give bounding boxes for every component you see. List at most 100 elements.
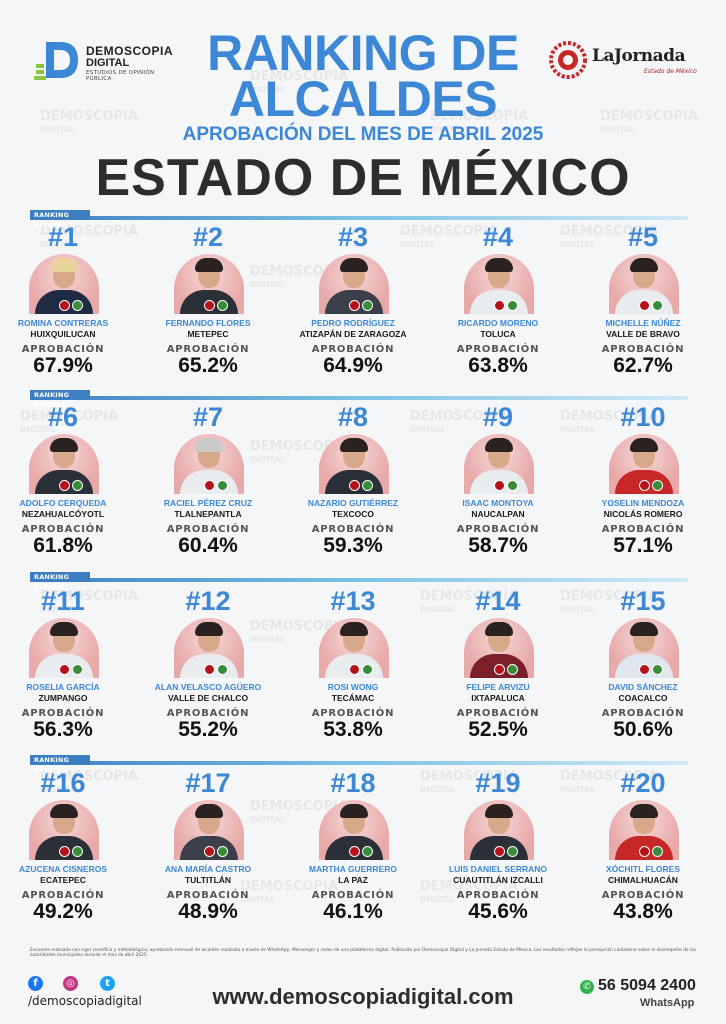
- approval-label: APROBACIÓN: [21, 344, 105, 355]
- mayor-photo: [319, 618, 389, 678]
- mayor-photo: [174, 254, 244, 314]
- rank-number: #11: [41, 586, 85, 616]
- section-band: RANKING ESTATAL: [30, 755, 688, 774]
- municipality-name: COACALCO: [618, 693, 668, 703]
- whatsapp-phone[interactable]: 56 5094 2400: [598, 977, 696, 994]
- rank-number: #1: [47, 222, 79, 252]
- whatsapp-label: WhatsApp: [640, 997, 695, 1009]
- state-heading: ESTADO DE MÉXICO: [95, 149, 631, 207]
- mayor-name: ISAAC MONTOYA: [462, 498, 534, 508]
- party-badge-icon: [639, 480, 650, 491]
- party-badge-icon: [217, 480, 228, 491]
- mayor-card: #11 ROSELIA GARCÍA ZUMPANGO APROBACIÓN 56.3%: [3, 586, 123, 761]
- municipality-name: TLALNEPANTLA: [174, 509, 242, 519]
- party-badge-icon: [652, 664, 663, 675]
- party-badge-icon: [349, 664, 360, 675]
- approval-value: 57.1%: [613, 534, 673, 557]
- approval-value: 62.7%: [613, 354, 673, 377]
- social-icons: f ◎ t: [28, 976, 138, 992]
- whatsapp-icon: ✆: [580, 980, 594, 994]
- logo-text-line1: DEMOSCOPIA: [86, 44, 174, 58]
- rank-number: #2: [192, 222, 224, 252]
- disclaimer-text: Encuesta realizada con rigor científico …: [30, 948, 696, 959]
- party-badge-icon: [362, 480, 373, 491]
- rank-number: #19: [475, 768, 521, 798]
- approval-value: 56.3%: [33, 718, 93, 741]
- mayor-name: LUIS DANIEL SERRANO: [448, 864, 548, 874]
- approval-value: 61.8%: [33, 534, 93, 557]
- mayor-card: #3 PEDRO RODRÍGUEZ ATIZAPÁN DE ZARAGOZA APR…: [293, 222, 413, 397]
- mayor-card: #9 ISAAC MONTOYA NAUCALPAN APROBACIÓN 58.7%: [438, 402, 558, 577]
- mayor-hair-shape: [630, 622, 658, 636]
- mayor-card: #20 XÓCHITL FLORES CHIMALHUACÁN APROBACIÓN 4…: [583, 768, 703, 943]
- approval-label: APROBACIÓN: [601, 524, 685, 535]
- municipality-name: IXTAPALUCA: [471, 693, 525, 703]
- title-line1: RANKING DE: [207, 25, 519, 81]
- mayor-photo: [174, 434, 244, 494]
- mayor-hair-shape: [485, 804, 513, 818]
- party-badge-icon: [639, 664, 650, 675]
- mayor-card: #13 ROSI WONG TECÁMAC APROBACIÓN 53.8%: [293, 586, 413, 761]
- section-band-line: [30, 216, 688, 220]
- mayor-hair-shape: [340, 258, 368, 272]
- mayor-name: ALAN VELASCO AGÜERO: [154, 682, 262, 692]
- mayor-photo: [464, 618, 534, 678]
- lajornada-name: LaJornada: [592, 46, 686, 66]
- approval-value: 67.9%: [33, 354, 93, 377]
- municipality-name: METEPEC: [187, 329, 229, 339]
- section-band-line: [30, 761, 688, 765]
- title-line2: ALCALDES: [228, 71, 498, 127]
- mayor-photo: [319, 254, 389, 314]
- facebook-icon[interactable]: f: [28, 976, 43, 991]
- party-badge-icon: [494, 664, 505, 675]
- approval-value: 45.6%: [468, 900, 528, 923]
- twitter-icon[interactable]: t: [100, 976, 115, 991]
- demoscopia-logo-mark-icon: [34, 42, 78, 80]
- approval-label: APROBACIÓN: [456, 524, 540, 535]
- party-badge-icon: [349, 846, 360, 857]
- party-badge-icon: [204, 664, 215, 675]
- party-badge-icon: [494, 480, 505, 491]
- mayor-hair-shape: [340, 804, 368, 818]
- municipality-name: CUAUTITLÁN IZCALLI: [453, 875, 543, 885]
- party-badge-icon: [507, 480, 518, 491]
- approval-label: APROBACIÓN: [21, 708, 105, 719]
- municipality-name: NEZAHUALCÓYOTL: [21, 509, 105, 519]
- rank-number: #14: [475, 586, 521, 616]
- mayor-hair-shape: [50, 804, 78, 818]
- instagram-icon[interactable]: ◎: [63, 976, 78, 991]
- website-link[interactable]: www.demoscopiadigital.com: [212, 984, 514, 1009]
- mayor-card: #2 FERNANDO FLORES METEPEC APROBACIÓN 65.2%: [148, 222, 268, 397]
- approval-label: APROBACIÓN: [166, 708, 250, 719]
- party-badge-icon: [72, 846, 83, 857]
- rank-number: #17: [185, 768, 231, 798]
- municipality-name: TECÁMAC: [331, 693, 375, 703]
- mayor-name: FERNANDO FLORES: [165, 318, 251, 328]
- mayor-photo: [464, 800, 534, 860]
- approval-label: APROBACIÓN: [601, 344, 685, 355]
- municipality-name: VALLE DE BRAVO: [606, 329, 680, 339]
- mayor-card: #10 YOSELIN MENDOZA NICOLÁS ROMERO APROBACI…: [583, 402, 703, 577]
- section-band-line: [30, 578, 688, 582]
- mayor-hair-shape: [195, 622, 223, 636]
- approval-label: APROBACIÓN: [311, 708, 395, 719]
- mayor-name: MICHELLE NÚÑEZ: [605, 318, 681, 328]
- mayor-hair-shape: [630, 804, 658, 818]
- rank-number: #6: [47, 402, 79, 432]
- rank-number: #9: [482, 402, 514, 432]
- mayor-card: #7 RACIEL PÉREZ CRUZ TLALNEPANTLA APROBACIÓ…: [148, 402, 268, 577]
- social-handle[interactable]: /demoscopiadigital: [28, 994, 142, 1008]
- mayor-name: ANA MARÍA CASTRO: [164, 864, 252, 874]
- mayor-card: #12 ALAN VELASCO AGÜERO VALLE DE CHALCO APR…: [148, 586, 268, 761]
- approval-label: APROBACIÓN: [456, 708, 540, 719]
- approval-label: APROBACIÓN: [166, 524, 250, 535]
- municipality-name: ATIZAPÁN DE ZARAGOZA: [299, 329, 407, 339]
- section-band: RANKING ESTATAL: [30, 572, 688, 591]
- approval-label: APROBACIÓN: [311, 344, 395, 355]
- mayor-photo: [609, 254, 679, 314]
- party-badge-icon: [72, 664, 83, 675]
- rank-number: #8: [337, 402, 369, 432]
- logo-text-line2: DIGITAL: [86, 57, 130, 69]
- approval-label: APROBACIÓN: [456, 344, 540, 355]
- mayor-name: NAZARIO GUTIÉRREZ: [307, 498, 399, 508]
